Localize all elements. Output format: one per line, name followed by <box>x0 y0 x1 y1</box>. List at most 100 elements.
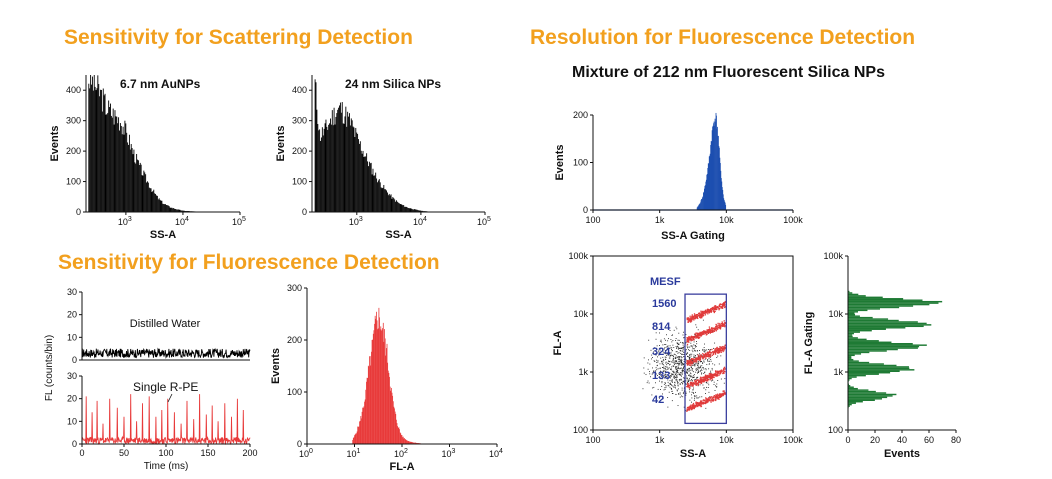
histogram-bar <box>848 303 930 306</box>
scatter-point <box>685 377 687 379</box>
scatter-point <box>695 332 697 334</box>
histogram-bar <box>176 209 178 212</box>
scatter-point <box>689 318 692 321</box>
scatter-point <box>674 384 675 386</box>
scatter-point <box>677 356 679 358</box>
scatter-point <box>671 391 673 392</box>
scatter-point <box>679 341 681 343</box>
scatter-point <box>679 374 681 375</box>
scatter-point <box>662 363 664 365</box>
scatter-point <box>656 369 658 371</box>
scatter-point <box>659 378 661 380</box>
scatter-point <box>723 320 725 322</box>
histogram-bar <box>139 162 141 212</box>
scatter-point <box>663 370 665 372</box>
scatter-point <box>699 353 700 355</box>
scatter-point <box>697 380 699 382</box>
scatter-point <box>710 401 712 403</box>
scatter-point <box>690 317 692 320</box>
scatter-point <box>690 375 692 377</box>
scatter-point <box>681 383 683 385</box>
scatter-point <box>673 361 675 363</box>
histogram-bar <box>418 210 420 212</box>
histogram-bar <box>125 123 127 212</box>
scatter-point <box>702 349 703 351</box>
scatter-point <box>647 368 649 370</box>
mesf-label: 324 <box>652 346 671 358</box>
scatter-point <box>717 324 720 326</box>
scatter-point <box>685 371 687 373</box>
scatter-point <box>673 378 675 380</box>
scatter-point <box>653 370 655 372</box>
scatter-point <box>698 404 700 406</box>
scatter-point <box>710 377 712 379</box>
histogram-bar <box>123 134 125 212</box>
scatter-point <box>698 371 699 373</box>
scatter-point <box>706 382 707 384</box>
histogram-bar <box>420 210 422 212</box>
scatter-point <box>660 372 662 374</box>
histogram-bar <box>363 156 365 212</box>
scatter-point <box>689 380 691 382</box>
scatter-point <box>692 318 694 320</box>
histogram-bar <box>399 432 401 444</box>
histogram-bar <box>328 124 330 212</box>
scatter-point <box>660 389 661 390</box>
x-tick-label: 50 <box>119 448 129 458</box>
scatter-point <box>701 401 703 404</box>
scatter-point <box>715 397 717 399</box>
scatter-point <box>687 317 690 319</box>
scatter-point <box>697 362 699 364</box>
scatter-point <box>679 393 681 395</box>
histogram-bar <box>351 120 353 212</box>
scatter-point <box>697 334 700 336</box>
scatter-point <box>675 357 677 359</box>
scatter-point <box>682 377 684 379</box>
scatter-point <box>700 380 703 382</box>
scatter-point <box>699 370 701 372</box>
histogram-bar <box>385 189 387 212</box>
scatter-point <box>722 345 724 348</box>
scatter-point <box>681 360 682 362</box>
scatter-point <box>674 381 676 383</box>
scatter-point <box>672 359 674 360</box>
scatter-point <box>707 378 710 381</box>
scatter-point <box>655 354 657 356</box>
scatter-point <box>665 371 667 373</box>
scatter-point <box>716 373 718 376</box>
scatter-point <box>715 398 717 401</box>
scatter-point <box>683 351 685 353</box>
scatter-point <box>714 371 717 373</box>
scatter-point <box>698 380 700 382</box>
histogram-bar <box>170 207 172 212</box>
scatter-point <box>718 371 720 373</box>
scatter-point <box>715 395 717 398</box>
y-tick-label: 300 <box>292 116 307 126</box>
scatter-point <box>719 373 721 375</box>
histogram-bar <box>722 194 724 210</box>
histogram-bar <box>848 351 870 354</box>
histogram-bar <box>409 208 411 212</box>
scatter-point <box>689 346 691 348</box>
scatter-point <box>677 359 679 361</box>
histogram-bar <box>415 442 417 444</box>
histogram-bar <box>848 335 853 338</box>
scatter-point <box>695 337 697 339</box>
scatter-point <box>666 346 668 348</box>
y-tick-label: 30 <box>67 287 77 297</box>
scatter-point <box>724 371 726 373</box>
scatter-point <box>689 372 691 374</box>
scatter-point <box>699 316 701 318</box>
scatter-point <box>688 368 690 370</box>
scatter-point <box>701 379 703 381</box>
scatter-point <box>698 337 700 340</box>
histogram-bar <box>360 150 362 212</box>
scatter-point <box>697 402 699 405</box>
scatter-point <box>686 343 689 346</box>
scatter-point <box>703 378 706 381</box>
scatter-point <box>666 364 668 366</box>
histogram-bar <box>848 399 875 401</box>
scatter-point <box>680 359 682 361</box>
y-axis-label: FL (counts/bin) <box>44 335 55 401</box>
